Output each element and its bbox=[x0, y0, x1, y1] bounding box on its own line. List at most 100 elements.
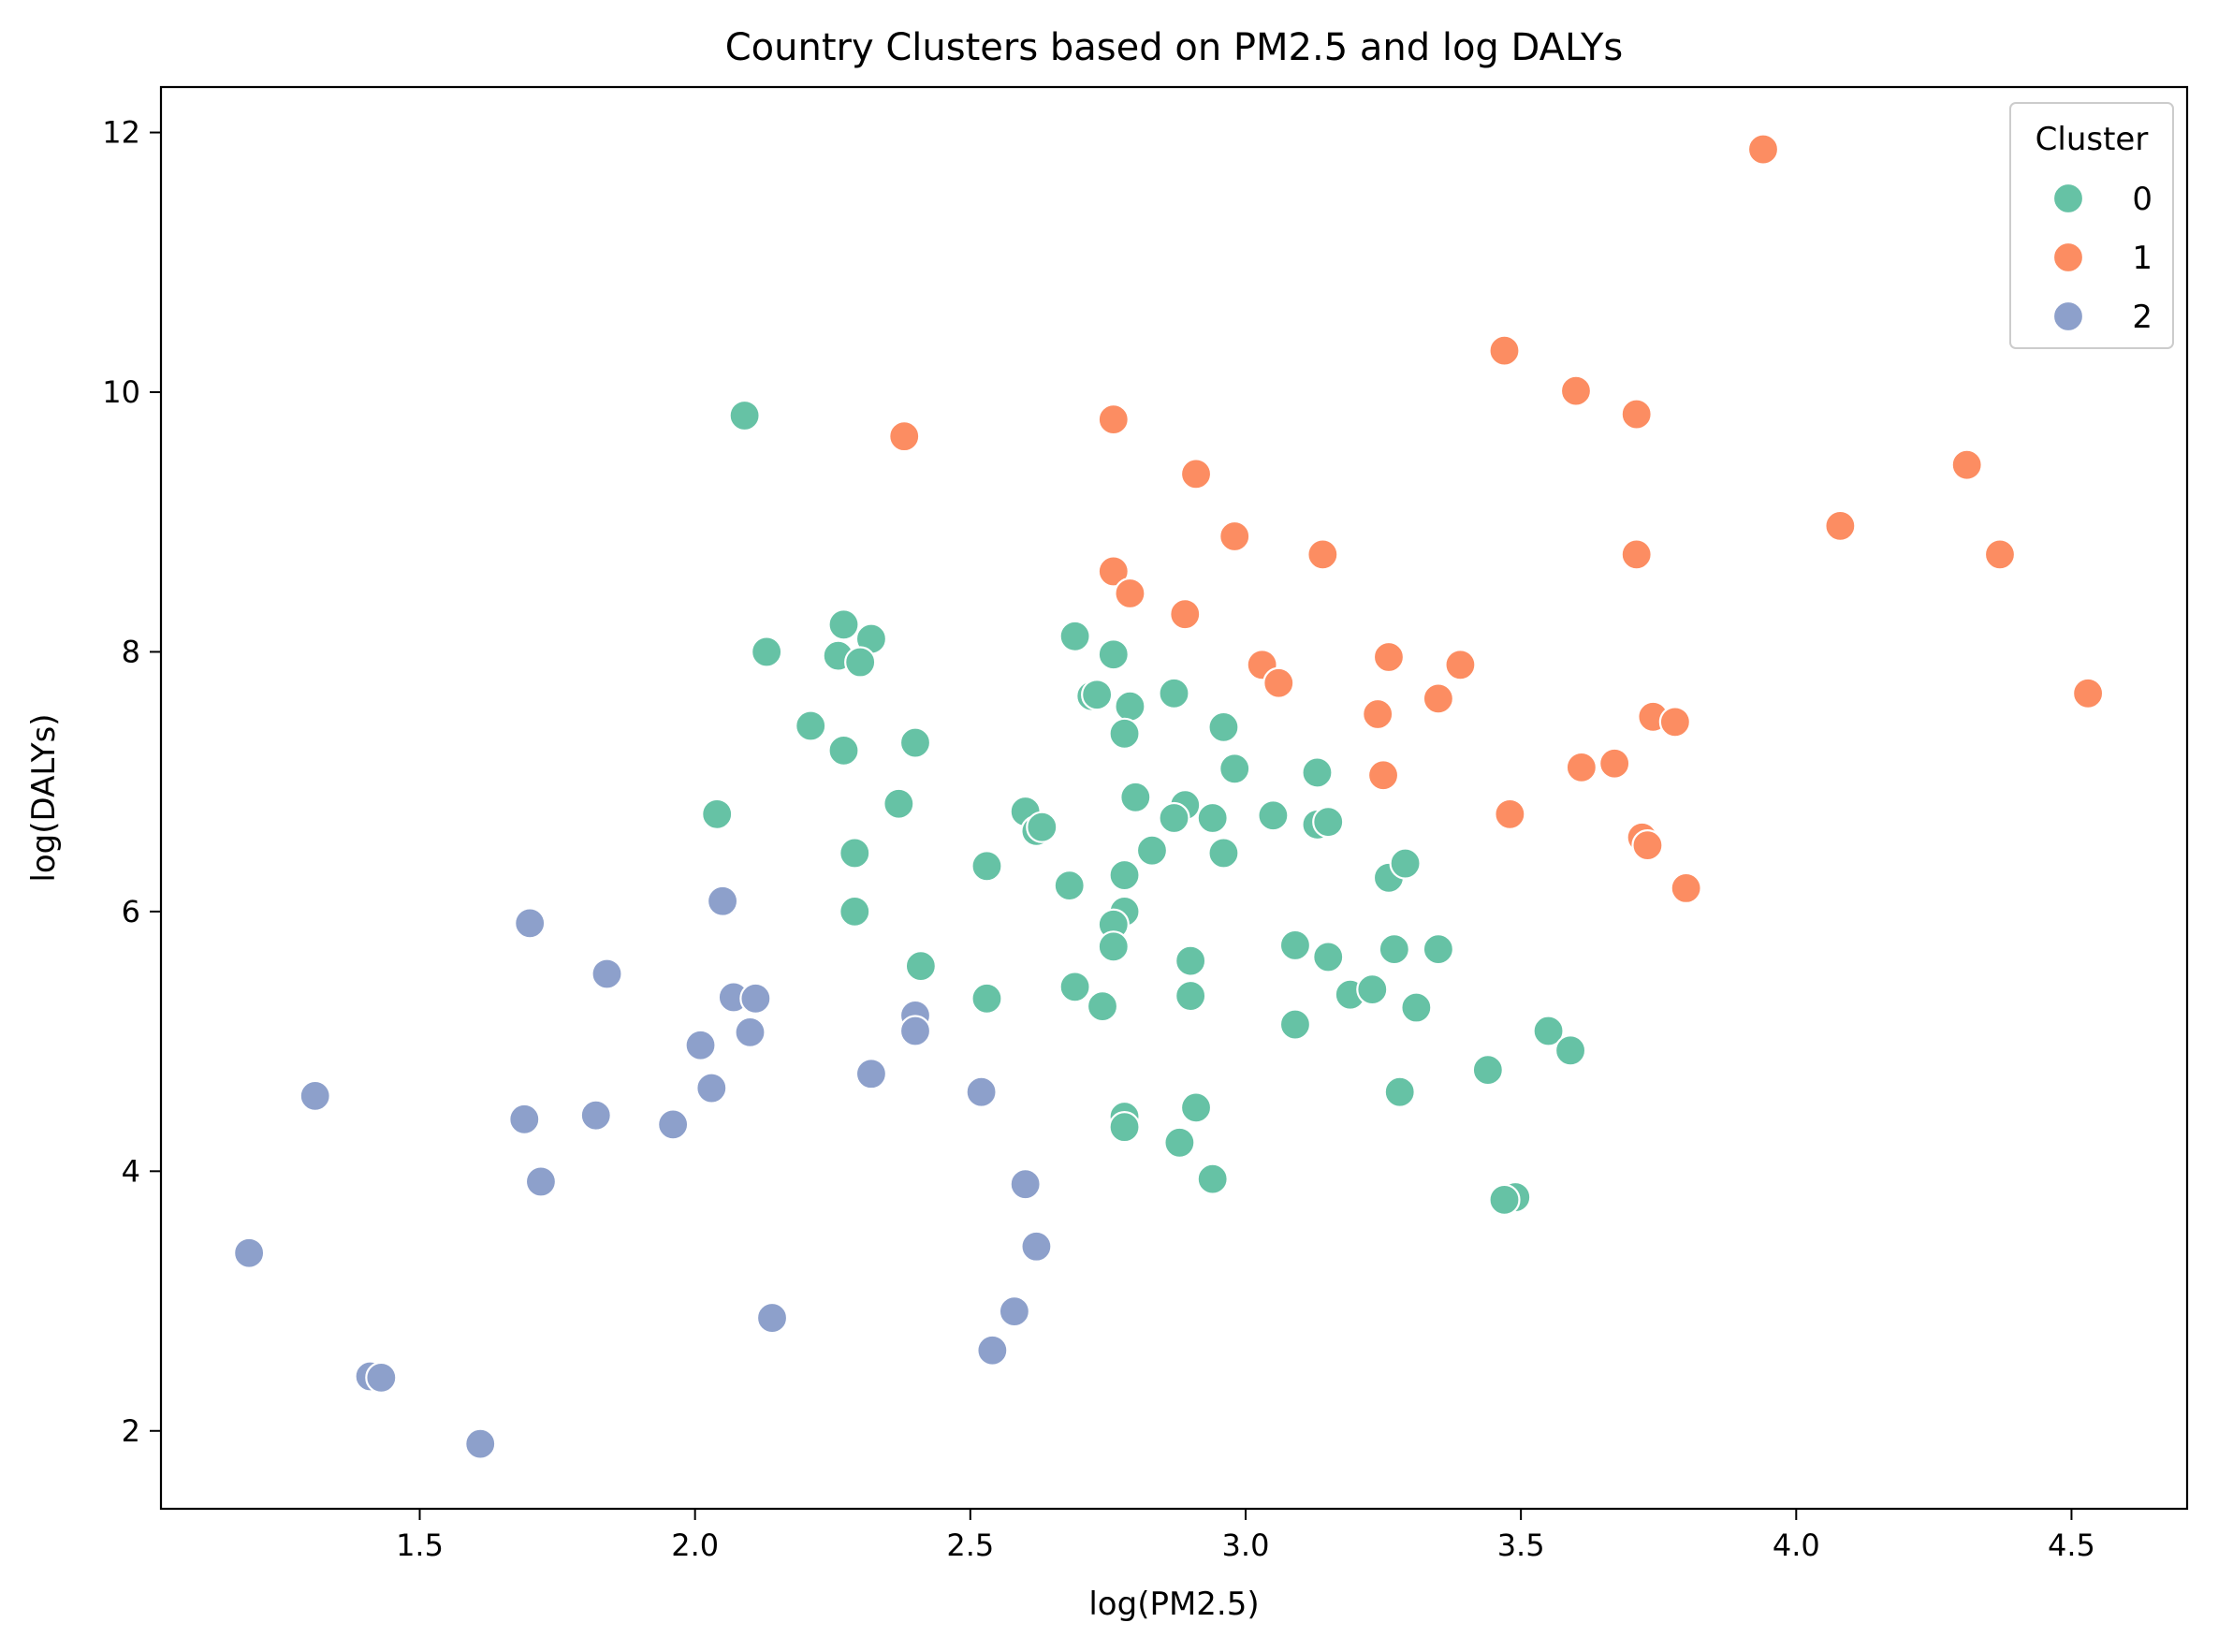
point-cluster-0 bbox=[1378, 933, 1410, 966]
point-cluster-0 bbox=[970, 982, 1003, 1015]
point-cluster-2 bbox=[464, 1427, 497, 1460]
point-cluster-0 bbox=[1058, 971, 1091, 1003]
point-cluster-0 bbox=[1081, 679, 1114, 711]
point-cluster-0 bbox=[1400, 991, 1433, 1024]
point-cluster-1 bbox=[1824, 509, 1857, 542]
point-cluster-1 bbox=[1169, 598, 1202, 631]
point-cluster-0 bbox=[1119, 781, 1152, 813]
point-cluster-0 bbox=[844, 646, 877, 679]
point-cluster-0 bbox=[898, 726, 932, 759]
point-cluster-1 bbox=[1598, 747, 1631, 780]
x-axis: 1.5 2.0 2.5 3.0 3.5 4.0 4.5 bbox=[396, 1509, 2095, 1563]
point-cluster-1 bbox=[1658, 706, 1691, 738]
point-cluster-1 bbox=[1950, 448, 1983, 481]
point-cluster-0 bbox=[1554, 1034, 1587, 1067]
point-cluster-0 bbox=[1158, 801, 1190, 835]
legend-box bbox=[2009, 102, 2174, 349]
point-cluster-0 bbox=[1108, 1111, 1141, 1144]
point-cluster-2 bbox=[591, 958, 623, 990]
point-cluster-2 bbox=[706, 884, 739, 917]
point-cluster-0 bbox=[1422, 933, 1454, 966]
point-cluster-1 bbox=[1422, 682, 1454, 715]
point-cluster-2 bbox=[233, 1236, 266, 1269]
legend-label-2: 2 bbox=[2132, 299, 2152, 336]
legend-marker-0 bbox=[2051, 182, 2085, 215]
point-cluster-0 bbox=[1312, 941, 1345, 973]
point-cluster-0 bbox=[1175, 944, 1207, 977]
point-cluster-1 bbox=[1097, 403, 1130, 436]
point-cluster-0 bbox=[839, 837, 871, 870]
x-tick-label: 3.0 bbox=[1222, 1528, 1270, 1563]
point-cluster-0 bbox=[1278, 1008, 1312, 1041]
point-cluster-0 bbox=[1356, 973, 1389, 1006]
point-cluster-0 bbox=[1257, 799, 1290, 832]
point-cluster-0 bbox=[970, 850, 1003, 883]
point-cluster-0 bbox=[728, 399, 761, 432]
point-cluster-0 bbox=[1312, 806, 1345, 839]
point-cluster-1 bbox=[1559, 374, 1593, 407]
series-cluster-2 bbox=[233, 884, 1053, 1460]
marks-layer bbox=[233, 133, 2105, 1460]
point-cluster-2 bbox=[976, 1334, 1009, 1367]
x-tick-label: 3.5 bbox=[1497, 1528, 1545, 1563]
point-cluster-2 bbox=[734, 1016, 766, 1048]
point-cluster-0 bbox=[701, 797, 734, 830]
x-tick-label: 2.0 bbox=[671, 1528, 719, 1563]
point-cluster-1 bbox=[1306, 538, 1339, 571]
point-cluster-0 bbox=[1196, 1162, 1229, 1195]
point-cluster-2 bbox=[898, 1015, 932, 1047]
point-cluster-0 bbox=[1114, 690, 1146, 723]
point-cluster-0 bbox=[1058, 620, 1091, 652]
point-cluster-1 bbox=[1444, 649, 1477, 681]
point-cluster-2 bbox=[695, 1072, 728, 1104]
x-tick-label: 4.0 bbox=[1773, 1528, 1820, 1563]
point-cluster-0 bbox=[1163, 1126, 1196, 1159]
point-cluster-0 bbox=[1301, 756, 1334, 789]
point-cluster-1 bbox=[1983, 538, 2017, 571]
point-cluster-1 bbox=[1631, 829, 1664, 862]
point-cluster-0 bbox=[1207, 837, 1240, 870]
point-cluster-0 bbox=[1207, 710, 1240, 743]
legend-title: Cluster bbox=[2036, 121, 2149, 158]
point-cluster-0 bbox=[1086, 990, 1119, 1023]
point-cluster-2 bbox=[508, 1103, 541, 1135]
point-cluster-2 bbox=[854, 1058, 888, 1090]
point-cluster-0 bbox=[1218, 753, 1251, 785]
point-cluster-0 bbox=[883, 787, 915, 820]
point-cluster-0 bbox=[1532, 1015, 1565, 1047]
point-cluster-0 bbox=[1108, 717, 1141, 750]
point-cluster-2 bbox=[579, 1099, 612, 1132]
point-cluster-1 bbox=[1372, 640, 1406, 674]
point-cluster-0 bbox=[827, 734, 860, 767]
point-cluster-0 bbox=[1097, 930, 1130, 963]
point-cluster-1 bbox=[1488, 334, 1521, 367]
point-cluster-1 bbox=[2072, 677, 2105, 709]
point-cluster-1 bbox=[1362, 697, 1394, 731]
plot-frame bbox=[159, 85, 2189, 1511]
point-cluster-2 bbox=[365, 1361, 398, 1394]
point-cluster-2 bbox=[514, 907, 547, 940]
x-axis-label: log(PM2.5) bbox=[1088, 1586, 1259, 1623]
point-cluster-2 bbox=[684, 1029, 717, 1061]
point-cluster-0 bbox=[1389, 847, 1422, 880]
point-cluster-2 bbox=[657, 1108, 690, 1141]
y-axis-label: log(DALYs) bbox=[25, 713, 63, 882]
point-cluster-1 bbox=[1746, 133, 1780, 166]
y-tick-label: 4 bbox=[122, 1153, 140, 1189]
point-cluster-0 bbox=[1108, 858, 1141, 892]
point-cluster-0 bbox=[1158, 677, 1190, 709]
series-cluster-1 bbox=[888, 133, 2105, 905]
point-cluster-0 bbox=[1135, 834, 1169, 867]
legend-marker-1 bbox=[2051, 241, 2085, 274]
point-cluster-1 bbox=[1565, 751, 1598, 784]
point-cluster-0 bbox=[1053, 870, 1086, 902]
y-tick-label: 12 bbox=[102, 115, 140, 151]
point-cluster-0 bbox=[1383, 1075, 1416, 1108]
point-cluster-1 bbox=[1262, 666, 1295, 699]
point-cluster-1 bbox=[1620, 398, 1653, 431]
legend: Cluster 0 1 2 bbox=[2009, 102, 2174, 349]
point-cluster-2 bbox=[1020, 1230, 1053, 1263]
